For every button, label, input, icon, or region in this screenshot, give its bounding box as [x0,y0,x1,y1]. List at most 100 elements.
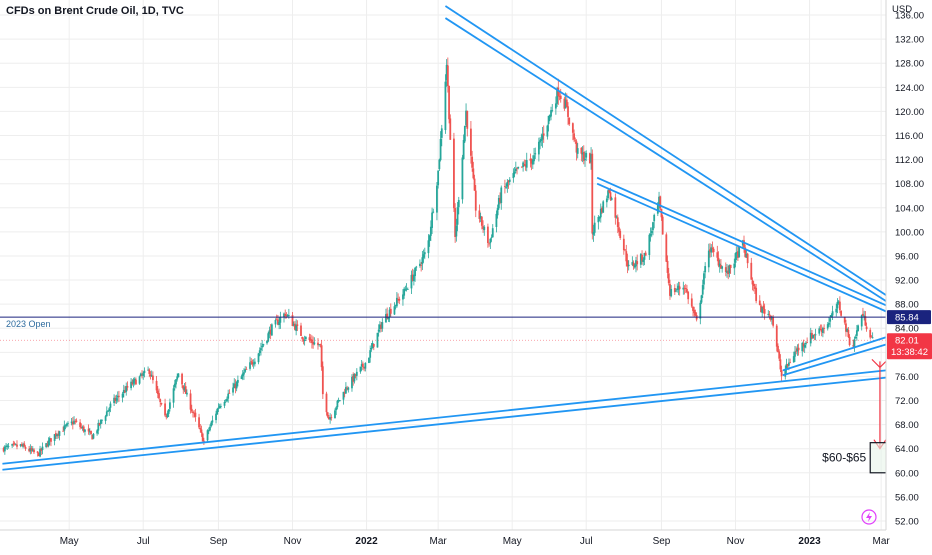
candle-body [614,197,617,218]
y-tick-label: 68.00 [895,420,919,431]
candle-body [360,364,363,367]
candle-body [115,398,118,401]
candle-body [794,351,796,357]
candle-body [232,387,234,393]
candle-body [244,369,247,372]
candle-body [20,444,23,446]
candle-body [754,286,756,289]
open-price-badge [887,310,931,325]
candle-body [87,428,90,432]
y-axis-bg [886,0,932,550]
candle-body [217,407,220,409]
projection-layer[interactable]: $60-$65 [822,358,891,474]
candle-body [2,447,5,452]
candle-body [505,187,508,188]
candle-body [22,444,24,447]
y-tick-label: 132.00 [895,35,924,46]
candle-body [710,247,713,253]
x-tick-label: Nov [727,536,745,547]
candle-body [666,260,669,273]
trendline-short-support[interactable] [782,343,887,377]
candle-body [234,383,237,389]
trendline-inner[interactable] [596,176,887,307]
candle-body [661,216,664,235]
candle-body [728,264,731,274]
candle-body [192,411,194,414]
candle-body [863,315,866,317]
trendline-inner[interactable] [596,182,887,313]
candle-body [516,167,518,169]
trendline-long-support[interactable] [2,376,887,471]
candle-body [507,180,510,183]
trendline-upper[interactable] [444,5,887,296]
candle-body [465,110,467,126]
candle-body [463,125,466,142]
trendline-upper[interactable] [444,17,887,302]
candle-body [101,420,103,421]
candle-body [209,426,211,431]
candle-body [397,299,399,300]
candle-body [364,363,367,369]
candle-body [301,336,304,339]
candle-body [797,347,800,351]
candle-body [523,164,526,165]
x-tick-label: Mar [873,536,891,547]
candle-body [495,213,498,227]
candle-body [250,361,253,363]
candle-body [479,216,482,219]
candle-body [252,363,255,365]
candle-body [480,216,483,226]
candle-body [605,198,608,203]
candle-body [709,249,711,252]
candle-body [659,196,662,209]
candle-body [838,301,841,311]
candle-body [36,451,39,453]
candle-body [376,332,379,348]
candle-body [11,444,14,446]
candle-body [48,438,51,441]
candle-body [491,228,494,238]
candle-body [852,345,855,347]
candle-body [625,251,628,262]
candle-body [23,443,26,447]
candle-body [317,342,319,346]
lightning-icon[interactable] [861,509,877,525]
y-axis-currency: USD [892,4,912,15]
candle-body [361,363,364,367]
candle-body [138,376,141,384]
candle-body [363,366,366,369]
candle-body [81,426,84,429]
candle-body [105,411,108,417]
candle-body [608,189,611,193]
candle-body [439,139,442,161]
candle-body [133,378,136,381]
candle-body [752,283,755,287]
candle-body [760,305,762,313]
candle-body [405,288,408,290]
candle-body [190,408,193,412]
candle-body [313,342,316,345]
candle-body [735,252,738,254]
candle-body [643,252,646,260]
candle-body [726,270,728,273]
candle-body [261,345,264,348]
trendline-short-support[interactable] [782,336,887,372]
candle-body [609,192,612,200]
trend-layer[interactable] [2,5,887,471]
candle-body [328,417,330,420]
x-tick-label: Nov [284,536,302,547]
candle-body [641,254,643,262]
candle-body [389,308,392,314]
candle-body [411,274,414,281]
candle-body [84,429,86,432]
candle-body [772,316,775,326]
candle-body [857,325,859,332]
candle-body [304,337,307,340]
candle-body [610,198,613,200]
trendline-long-support[interactable] [2,369,887,465]
candle-body [158,393,160,399]
candle-body [573,133,575,140]
candle-body [683,288,686,290]
